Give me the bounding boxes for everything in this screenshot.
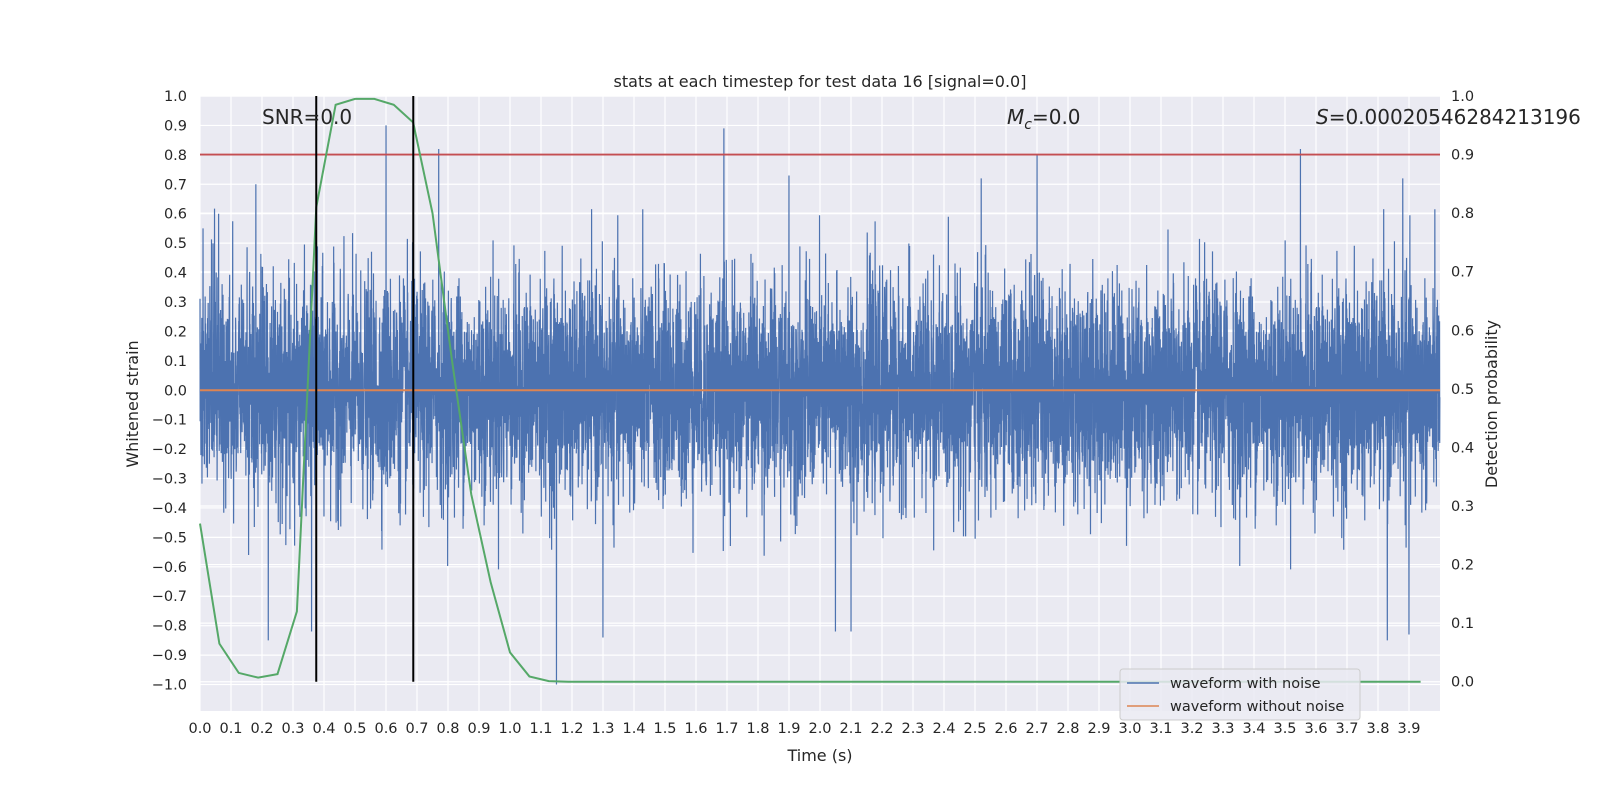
x-tick-label-29: 2.9 [1087, 721, 1110, 737]
x-ticks: 0.0 0.1 0.2 0.3 0.4 0.5 0.6 0.7 0.8 0.9 1.0 1.1 1.2 1… [188, 721, 1420, 737]
y-axis-label: Whitened strain [123, 340, 142, 467]
x-tick-label-12: 1.2 [560, 721, 583, 737]
x-tick-label-15: 1.5 [653, 721, 676, 737]
mc-annotation: Mc=0.0 [1007, 105, 1081, 133]
y2-tick-label-7: 0.3 [1451, 499, 1474, 515]
s-annotation: S=0.00020546284213196 [1316, 105, 1581, 129]
chart-title: stats at each timestep for test data 16 … [614, 72, 1027, 91]
y2-tick-label-8: 0.2 [1451, 558, 1474, 574]
x-tick-label-39: 3.9 [1397, 721, 1420, 737]
snr-value: 0.0 [320, 105, 352, 129]
x-tick-label-38: 3.8 [1366, 721, 1389, 737]
y2-tick-label-10: 0.0 [1451, 675, 1474, 691]
y2-tick-label-5: 0.5 [1451, 382, 1474, 398]
y-tick-label-4: 0.6 [164, 207, 187, 223]
x-tick-label-1: 0.1 [219, 721, 242, 737]
y-tick-label-20: −1.0 [152, 678, 187, 694]
y2-tick-label-4: 0.6 [1451, 323, 1474, 339]
y2-tick-label-3: 0.7 [1451, 265, 1474, 281]
x-tick-label-26: 2.6 [994, 721, 1017, 737]
series-detection-probability [199, 97, 1421, 683]
legend: waveform with noise waveform without noi… [1119, 668, 1361, 721]
x-tick-label-30: 3.0 [1118, 721, 1141, 737]
y-tick-label-9: 0.1 [164, 354, 187, 370]
x-tick-label-14: 1.4 [622, 721, 645, 737]
x-tick-label-13: 1.3 [591, 721, 614, 737]
x-tick-label-5: 0.5 [343, 721, 366, 737]
mc-subscript: c [1024, 117, 1032, 133]
mc-symbol: M [1007, 105, 1024, 129]
legend-box [1119, 668, 1361, 721]
x-tick-label-24: 2.4 [932, 721, 955, 737]
y-ticks: 1.0 0.9 0.8 0.7 0.6 0.5 0.4 0.3 0.2 0.1 0.0 −0.1 −0.… [152, 89, 187, 694]
legend-label-clean: waveform without noise [1170, 699, 1344, 715]
y2-tick-label-6: 0.4 [1451, 440, 1474, 456]
x-tick-label-35: 3.5 [1273, 721, 1296, 737]
vertical-markers [315, 96, 415, 682]
noise-trace [199, 125, 1441, 685]
y-tick-label-12: −0.2 [152, 442, 187, 458]
x-tick-label-21: 2.1 [839, 721, 862, 737]
x-axis-label: Time (s) [786, 746, 852, 765]
y-tick-label-5: 0.5 [164, 236, 187, 252]
x-tick-label-16: 1.6 [684, 721, 707, 737]
y2-tick-label-1: 0.9 [1451, 148, 1474, 164]
legend-label-noise: waveform with noise [1170, 676, 1321, 692]
x-tick-label-0: 0.0 [188, 721, 211, 737]
y2-tick-label-0: 1.0 [1451, 89, 1474, 105]
snr-prefix: SNR= [262, 105, 320, 129]
x-tick-label-27: 2.7 [1025, 721, 1048, 737]
y-tick-label-1: 0.9 [164, 118, 187, 134]
y-tick-label-0: 1.0 [164, 89, 187, 105]
x-tick-label-10: 1.0 [498, 721, 521, 737]
x-tick-label-7: 0.7 [405, 721, 428, 737]
x-tick-label-37: 3.7 [1335, 721, 1358, 737]
y-tick-label-11: −0.1 [152, 413, 187, 429]
s-symbol: S [1316, 105, 1329, 129]
x-tick-label-4: 0.4 [312, 721, 335, 737]
y-tick-label-13: −0.3 [152, 472, 187, 488]
y-tick-label-15: −0.5 [152, 530, 187, 546]
x-tick-label-20: 2.0 [808, 721, 831, 737]
s-value: =0.00020546284213196 [1329, 105, 1581, 129]
x-tick-label-31: 3.1 [1149, 721, 1172, 737]
x-tick-label-33: 3.3 [1211, 721, 1234, 737]
x-tick-label-9: 0.9 [467, 721, 490, 737]
y2-tick-label-2: 0.8 [1451, 206, 1474, 222]
x-tick-label-19: 1.9 [777, 721, 800, 737]
x-tick-label-25: 2.5 [963, 721, 986, 737]
x-tick-label-11: 1.1 [529, 721, 552, 737]
x-tick-label-23: 2.3 [901, 721, 924, 737]
y-tick-label-16: −0.6 [152, 560, 187, 576]
y2-ticks: 1.0 0.9 0.8 0.7 0.6 0.5 0.4 0.3 0.2 0.1 0.0 [1451, 89, 1474, 691]
x-tick-label-22: 2.2 [870, 721, 893, 737]
y-tick-label-2: 0.8 [164, 148, 187, 164]
y-tick-label-14: −0.4 [152, 501, 187, 517]
x-tick-label-3: 0.3 [281, 721, 304, 737]
x-tick-label-17: 1.7 [715, 721, 738, 737]
y2-tick-label-9: 0.1 [1451, 616, 1474, 632]
y-tick-label-6: 0.4 [164, 266, 187, 282]
x-tick-label-36: 3.6 [1304, 721, 1327, 737]
y-tick-label-19: −0.9 [152, 648, 187, 664]
x-tick-label-6: 0.6 [374, 721, 397, 737]
x-tick-label-18: 1.8 [746, 721, 769, 737]
x-tick-label-8: 0.8 [436, 721, 459, 737]
mc-value: =0.0 [1032, 105, 1081, 129]
y-tick-label-10: 0.0 [164, 383, 187, 399]
x-tick-label-34: 3.4 [1242, 721, 1265, 737]
y-tick-label-17: −0.7 [152, 589, 187, 605]
y-tick-label-3: 0.7 [164, 177, 187, 193]
y-tick-label-18: −0.8 [152, 619, 187, 635]
y-tick-label-8: 0.2 [164, 324, 187, 340]
x-tick-label-2: 0.2 [250, 721, 273, 737]
x-tick-label-28: 2.8 [1056, 721, 1079, 737]
x-tick-label-32: 3.2 [1180, 721, 1203, 737]
snr-annotation: SNR=0.0 [262, 105, 352, 129]
series-waveform-with-noise [199, 125, 1441, 685]
y-tick-label-7: 0.3 [164, 295, 187, 311]
y2-axis-label: Detection probability [1482, 320, 1501, 488]
